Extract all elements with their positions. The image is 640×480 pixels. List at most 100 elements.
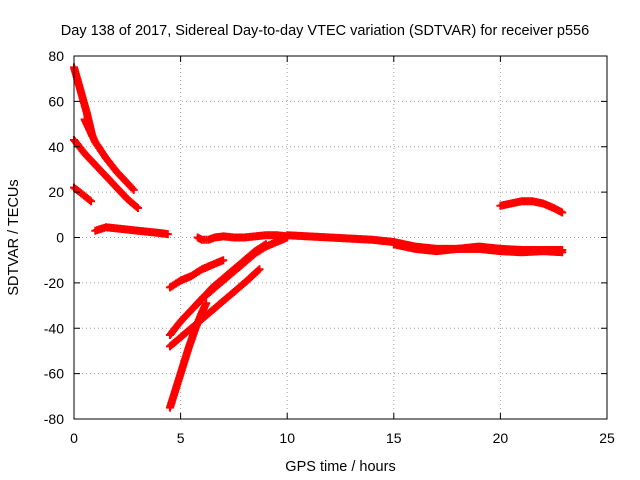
x-tick-label: 25 xyxy=(599,430,615,446)
data-point xyxy=(112,167,121,176)
data-point xyxy=(240,233,249,242)
data-point xyxy=(165,342,174,351)
data-point xyxy=(189,303,198,312)
data-point xyxy=(80,149,89,158)
data-point-marker xyxy=(254,266,263,275)
data-point xyxy=(165,283,174,292)
data-point xyxy=(240,278,249,287)
x-tick-label: 0 xyxy=(70,430,78,446)
data-point xyxy=(165,403,174,412)
data-point xyxy=(208,306,217,315)
data-point xyxy=(197,308,206,317)
data-point xyxy=(219,256,228,265)
data-point xyxy=(133,226,142,235)
data-point xyxy=(496,247,505,256)
data-point xyxy=(496,201,505,210)
data-point xyxy=(144,227,153,236)
data-point xyxy=(528,197,537,206)
y-tick-label: -60 xyxy=(44,366,64,382)
data-point xyxy=(539,247,548,256)
y-tick-label: -40 xyxy=(44,320,64,336)
data-point xyxy=(155,228,164,237)
data-point xyxy=(210,233,219,242)
y-tick-label: 40 xyxy=(48,139,64,155)
data-point xyxy=(229,233,238,242)
data-point xyxy=(185,342,194,351)
y-tick-label: 60 xyxy=(48,93,64,109)
data-point xyxy=(76,86,85,95)
data-point xyxy=(129,185,138,194)
data-point xyxy=(251,249,260,258)
data-point-marker xyxy=(85,196,94,205)
data-point xyxy=(255,265,264,274)
data-point xyxy=(229,267,238,276)
data-point xyxy=(202,299,211,308)
data-point-marker xyxy=(132,202,141,211)
data-point xyxy=(219,297,228,306)
data-point xyxy=(197,265,206,274)
data-point xyxy=(204,235,213,244)
data-point xyxy=(101,223,110,232)
data-point xyxy=(176,317,185,326)
data-points xyxy=(70,63,567,412)
data-point xyxy=(123,194,132,203)
data-point xyxy=(283,231,292,240)
data-point xyxy=(187,272,196,281)
data-point xyxy=(91,226,100,235)
data-point xyxy=(549,204,558,213)
data-point xyxy=(229,287,238,296)
data-point xyxy=(82,108,91,117)
data-point xyxy=(304,232,313,241)
data-point xyxy=(251,232,260,241)
x-tick-label: 15 xyxy=(386,430,402,446)
y-tick-label: 80 xyxy=(48,48,64,64)
data-point xyxy=(368,235,377,244)
data-point xyxy=(208,285,217,294)
data-point xyxy=(240,258,249,267)
data-point xyxy=(191,324,200,333)
y-tick-label: -80 xyxy=(44,411,64,427)
data-point xyxy=(123,179,132,188)
data-point xyxy=(91,138,100,147)
x-axis-label: GPS time / hours xyxy=(285,459,395,475)
data-point xyxy=(163,230,172,239)
data-point xyxy=(507,199,516,208)
data-point xyxy=(78,190,87,199)
data-point xyxy=(453,244,462,253)
data-point xyxy=(517,197,526,206)
data-point xyxy=(347,234,356,243)
data-point xyxy=(272,231,281,240)
data-point xyxy=(176,333,185,342)
data-point xyxy=(123,225,132,234)
data-point xyxy=(219,276,228,285)
data-point xyxy=(87,197,96,206)
data-point xyxy=(80,115,89,124)
data-point xyxy=(411,244,420,253)
data-point xyxy=(91,160,100,169)
x-tick-label: 10 xyxy=(279,430,295,446)
data-point xyxy=(272,238,281,247)
y-tick-label: 0 xyxy=(56,230,64,246)
data-point xyxy=(389,240,398,249)
x-tick-label: 5 xyxy=(177,430,185,446)
y-tick-label: -20 xyxy=(44,275,64,291)
x-tick-label: 20 xyxy=(493,430,509,446)
data-point xyxy=(261,242,270,251)
data-point xyxy=(112,183,121,192)
chart-title: Day 138 of 2017, Sidereal Day-to-day VTE… xyxy=(61,23,589,39)
data-point xyxy=(197,294,206,303)
data-point xyxy=(219,232,228,241)
grid-lines xyxy=(74,56,607,419)
data-point xyxy=(558,208,567,217)
data-point xyxy=(133,204,142,213)
data-point xyxy=(261,231,270,240)
y-axis-label: SDTVAR / TECUs xyxy=(6,179,22,295)
axis-ticks: 0 5 10 15 20 25 -80 -60 -40 -20 0 20 40 60 80 xyxy=(44,48,615,446)
y-tick-label: 20 xyxy=(48,184,64,200)
data-series-2 xyxy=(71,137,141,211)
data-point xyxy=(178,362,187,371)
data-point xyxy=(432,247,441,256)
data-point xyxy=(193,233,202,242)
data-point xyxy=(172,383,181,392)
